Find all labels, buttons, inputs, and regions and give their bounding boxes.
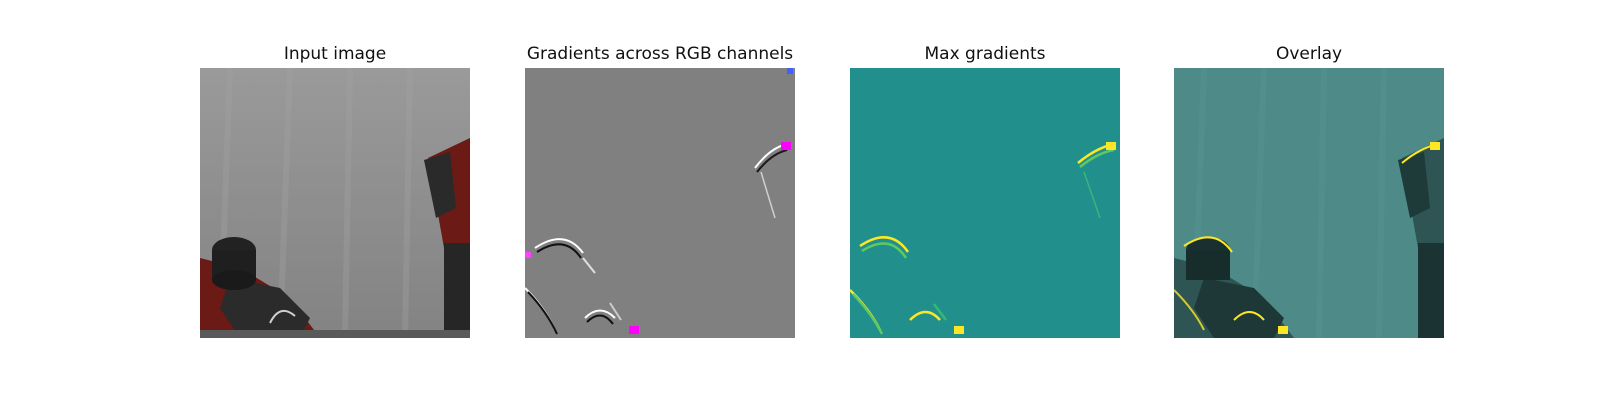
robot-arm-right: [424, 138, 470, 338]
panel-input-image: Input image: [200, 40, 470, 338]
panel-title: Max gradients: [924, 44, 1046, 64]
panel-title: Gradients across RGB channels: [526, 44, 794, 64]
panel-max-gradients: Max gradients: [850, 40, 1120, 338]
robot-gripper-left: [1174, 237, 1294, 338]
rgb-gradients-image: [525, 68, 795, 338]
robot-gripper-left: [200, 237, 320, 338]
panel-title: Input image: [283, 44, 387, 64]
panel-rgb-gradients: Gradients across RGB channels: [525, 40, 795, 338]
robot-arm-right: [1398, 138, 1444, 338]
input-image: [200, 68, 470, 338]
panel-overlay: Overlay: [1174, 40, 1444, 338]
overlay-image: [1174, 68, 1444, 338]
panel-title: Overlay: [1275, 44, 1343, 64]
max-gradients-image: [850, 68, 1120, 338]
